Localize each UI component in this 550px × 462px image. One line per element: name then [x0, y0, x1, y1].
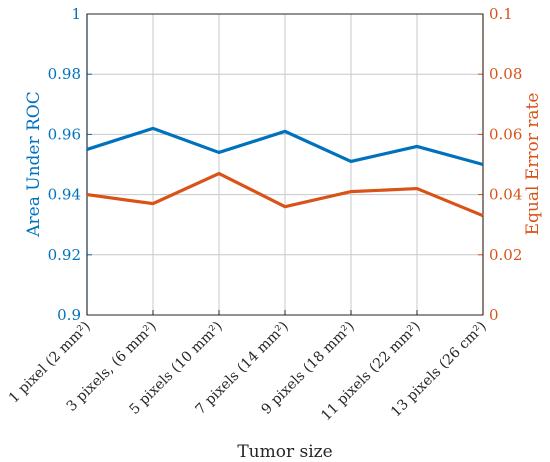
y-right-tick-label: 0.1 [489, 5, 513, 23]
tick-layer: 0.9 0 0.92 0.02 0.94 0.04 0.96 0.06 0.98 0.08 1 0.1… [6, 5, 523, 424]
y-left-tick-label: 1 [71, 5, 81, 23]
y-right-tick-label: 0.08 [489, 65, 522, 83]
y-right-tick-label: 0.06 [489, 125, 522, 143]
y-axis-left-label: Area Under ROC [24, 91, 44, 238]
y-right-tick-label: 0.04 [489, 186, 522, 204]
grid-layer [86, 13, 484, 316]
y-left-tick-label: 0.96 [48, 125, 81, 143]
x-axis-label: Tumor size [237, 442, 332, 462]
y-left-tick-label: 0.94 [48, 186, 81, 204]
series-line-auc [86, 126, 484, 167]
y-right-tick-label: 0 [489, 306, 499, 324]
y-left-tick-label: 0.98 [48, 65, 81, 83]
y-right-tick-label: 0.02 [489, 246, 522, 264]
y-left-tick-label: 0.9 [57, 306, 81, 324]
series-layer [86, 126, 484, 218]
y-axis-right-label: Equal Error rate [523, 93, 543, 236]
series-line-eer [86, 171, 484, 218]
y-left-tick-label: 0.92 [48, 246, 81, 264]
